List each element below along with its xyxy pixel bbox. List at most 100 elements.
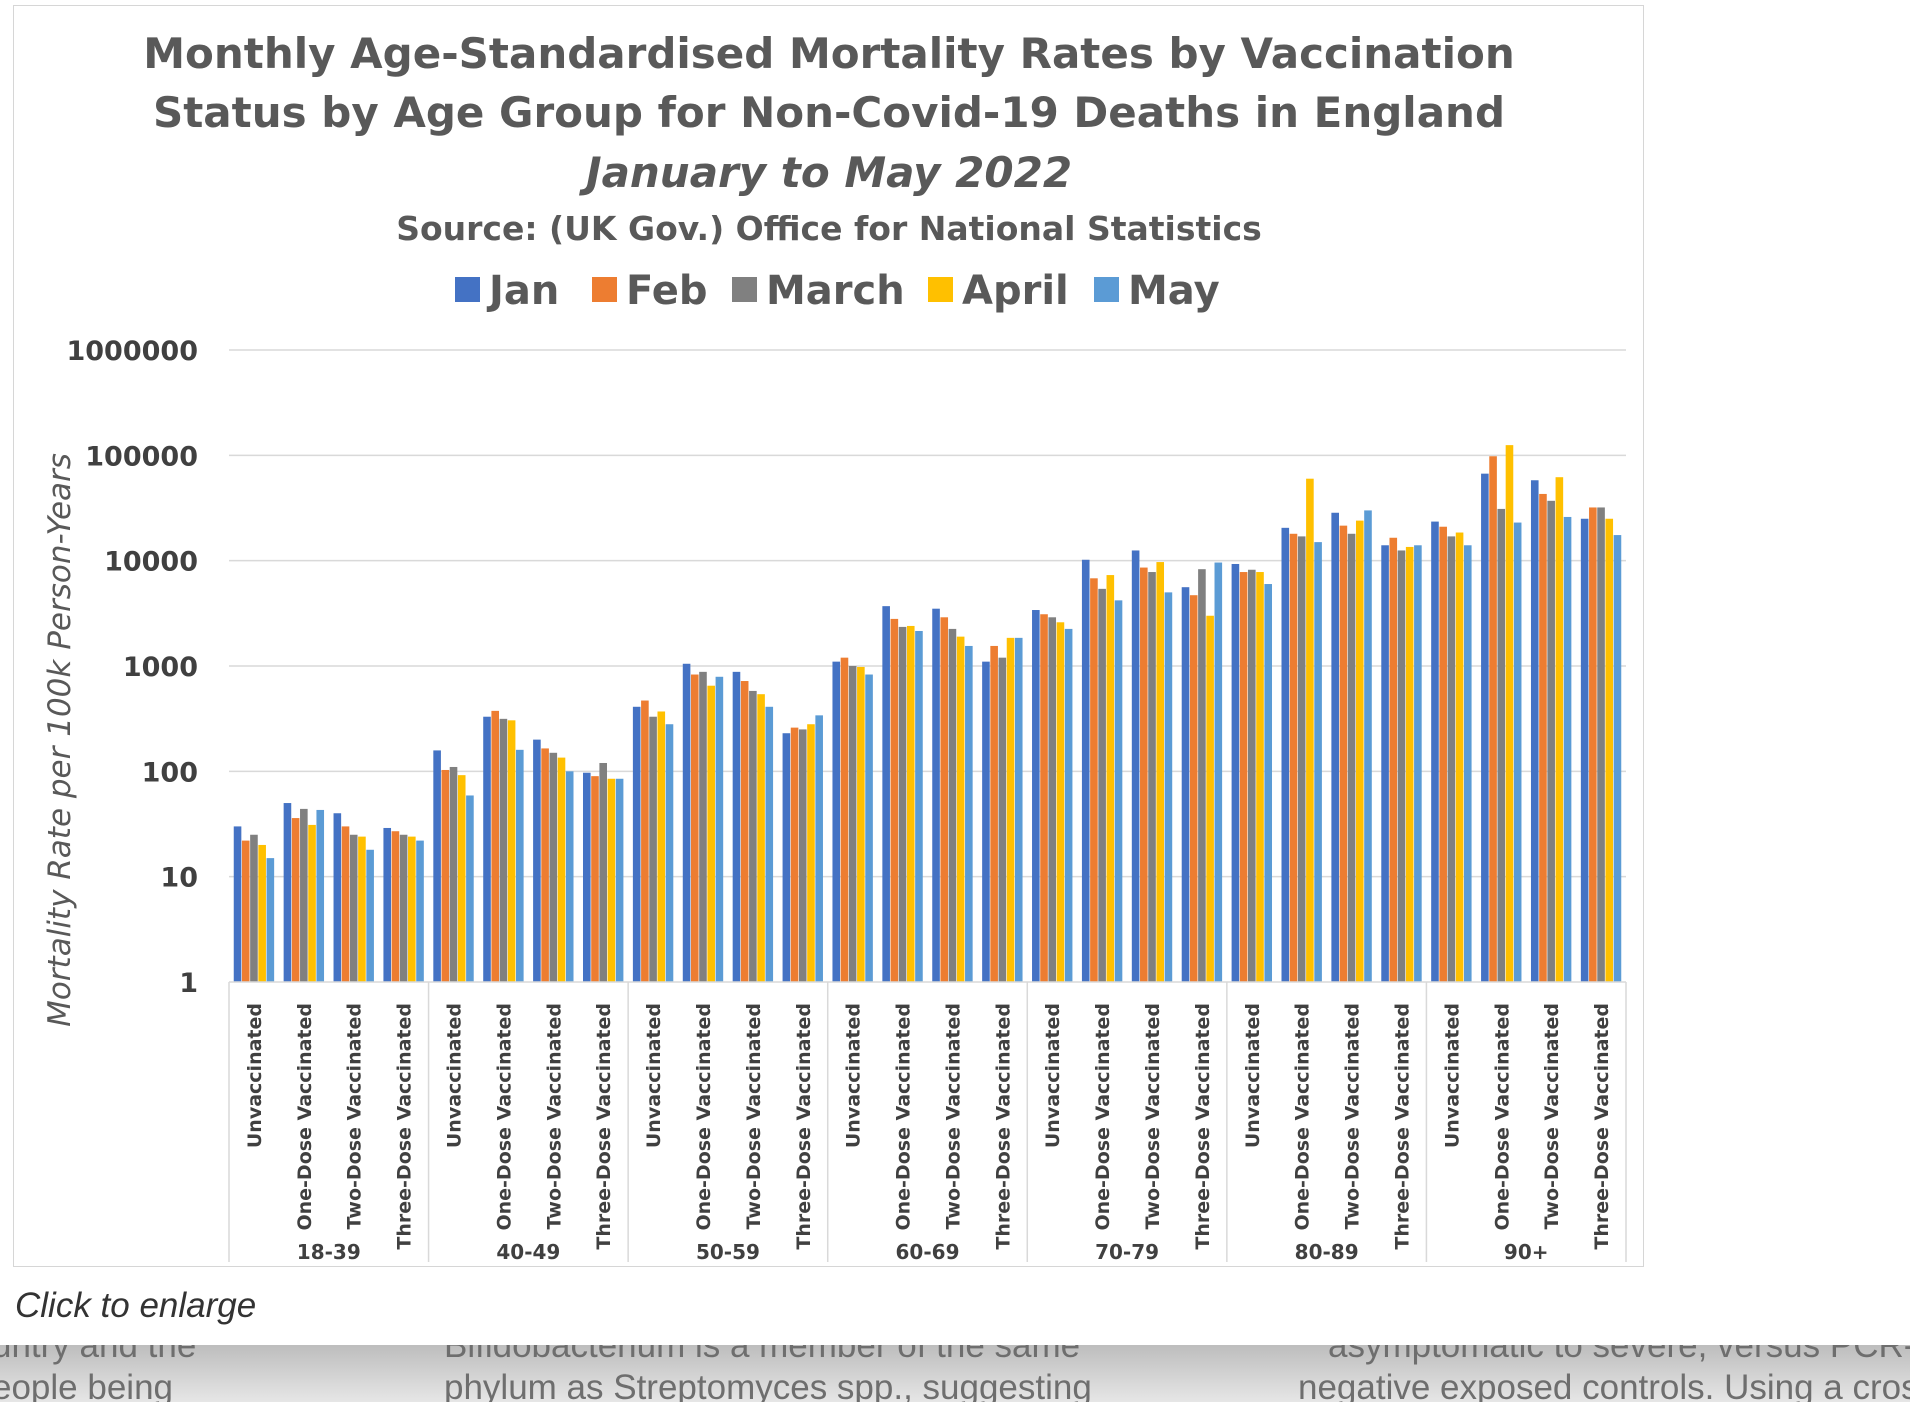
bar-70-79-1-march	[1098, 588, 1106, 982]
bar-40-49-3-march	[599, 762, 607, 982]
bar-18-39-0-may	[266, 858, 275, 982]
legend-swatch-may	[1094, 277, 1119, 302]
legend-swatch-jan	[455, 277, 480, 302]
x-category-label: Two-Dose Vaccinated	[942, 1003, 964, 1229]
bar-40-49-0-jan	[433, 750, 441, 982]
bar-60-69-0-may	[865, 674, 873, 982]
bar-40-49-3-may	[615, 778, 624, 982]
x-category-label: Three-Dose Vaccinated	[992, 1003, 1014, 1250]
bar-60-69-3-jan	[982, 661, 990, 982]
bar-90+-2-feb	[1539, 493, 1547, 982]
chart-frame[interactable]: Monthly Age-Standardised Mortality Rates…	[13, 5, 1644, 1267]
image-caption[interactable]: Click to enlarge	[15, 1286, 257, 1325]
x-category-label: Three-Dose Vaccinated	[394, 1003, 416, 1250]
bar-70-79-3-march	[1198, 569, 1206, 982]
bar-18-39-3-march	[399, 834, 408, 982]
x-category-label: One-Dose Vaccinated	[1292, 1003, 1314, 1231]
legend-label-march: March	[766, 268, 905, 314]
bar-50-59-1-jan	[682, 663, 691, 982]
x-category-label: Unvaccinated	[643, 1003, 665, 1148]
bar-80-89-0-april	[1256, 572, 1264, 982]
x-category-label: One-Dose Vaccinated	[693, 1003, 715, 1231]
bar-50-59-1-may	[715, 676, 724, 982]
bar-40-49-1-feb	[491, 710, 500, 982]
bar-80-89-1-feb	[1289, 533, 1298, 982]
bar-50-59-1-feb	[690, 674, 699, 982]
x-category-label: Unvaccinated	[444, 1003, 466, 1148]
bar-50-59-0-may	[665, 724, 674, 982]
bar-50-59-3-feb	[790, 727, 799, 982]
x-category-label: Three-Dose Vaccinated	[1391, 1003, 1413, 1250]
bar-90+-3-feb	[1589, 507, 1597, 982]
chart-title-line2: Status by Age Group for Non-Covid-19 Dea…	[153, 88, 1505, 137]
bar-80-89-1-april	[1306, 478, 1314, 982]
bar-18-39-0-march	[250, 834, 258, 982]
x-group-label: 90+	[1504, 1240, 1549, 1264]
legend-label-jan: Jan	[486, 268, 559, 314]
bar-70-79-3-may	[1214, 562, 1223, 982]
y-tick-label: 1000	[123, 652, 198, 683]
legend-label-feb: Feb	[626, 268, 707, 314]
bar-18-39-1-april	[308, 824, 316, 982]
bar-90+-1-may	[1513, 522, 1522, 982]
chart-svg: Monthly Age-Standardised Mortality Rates…	[42, 29, 1627, 1264]
chart-y-ticks: 1 10 100 1000 10000 100000 1000000	[66, 336, 198, 999]
bar-80-89-2-april	[1355, 520, 1364, 982]
bar-80-89-2-jan	[1331, 512, 1339, 982]
bar-70-79-1-may	[1114, 600, 1123, 982]
bar-60-69-2-march	[948, 628, 957, 982]
x-category-label: One-Dose Vaccinated	[1491, 1003, 1513, 1231]
bar-60-69-3-may	[1014, 637, 1023, 982]
article-col2-line2: phylum as Streptomyces spp., suggesting	[444, 1368, 1092, 1402]
bar-80-89-3-feb	[1389, 537, 1398, 982]
x-category-label: Two-Dose Vaccinated	[1541, 1003, 1563, 1229]
x-category-label: Unvaccinated	[1441, 1003, 1463, 1148]
bar-90+-2-march	[1547, 500, 1555, 982]
bar-60-69-2-april	[956, 636, 965, 982]
bar-40-49-2-feb	[541, 748, 549, 982]
x-category-label: Three-Dose Vaccinated	[1591, 1003, 1613, 1250]
bar-40-49-3-april	[607, 778, 616, 982]
bar-50-59-0-jan	[632, 706, 641, 982]
bar-60-69-3-march	[998, 657, 1007, 982]
bar-18-39-2-april	[358, 836, 366, 982]
x-category-label: One-Dose Vaccinated	[294, 1003, 316, 1231]
x-category-label: One-Dose Vaccinated	[1092, 1003, 1114, 1231]
bar-70-79-1-jan	[1081, 559, 1090, 982]
bar-60-69-1-april	[906, 625, 915, 982]
bar-18-39-2-feb	[341, 826, 350, 982]
chart-title-line1: Monthly Age-Standardised Mortality Rates…	[143, 29, 1515, 78]
article-col3-line1: asymptomatic to severe, versus PCR-	[1328, 1345, 1910, 1365]
bar-60-69-0-feb	[840, 657, 849, 982]
chart-source: Source: (UK Gov.) Office for National St…	[396, 209, 1262, 248]
bar-40-49-1-march	[499, 718, 508, 982]
bar-18-39-0-april	[258, 844, 266, 982]
bar-70-79-0-may	[1064, 628, 1073, 982]
bar-40-49-0-march	[449, 766, 458, 982]
bar-40-49-3-jan	[582, 772, 591, 982]
x-category-label: Two-Dose Vaccinated	[743, 1003, 765, 1229]
bar-60-69-1-march	[898, 626, 907, 982]
bar-70-79-3-feb	[1189, 595, 1198, 982]
bar-90+-2-april	[1555, 477, 1564, 982]
x-category-label: Two-Dose Vaccinated	[1342, 1003, 1364, 1229]
bar-60-69-1-may	[915, 630, 923, 982]
bar-50-59-1-march	[699, 671, 707, 982]
bar-90+-2-may	[1563, 516, 1572, 982]
bar-90+-3-may	[1613, 535, 1622, 982]
bar-18-39-2-march	[349, 834, 358, 982]
bar-40-49-2-jan	[533, 739, 541, 982]
bar-80-89-3-may	[1414, 545, 1422, 982]
legend-swatch-march	[732, 277, 757, 302]
bar-70-79-1-feb	[1090, 578, 1098, 982]
x-category-label: Unvaccinated	[843, 1003, 865, 1148]
bar-60-69-2-jan	[932, 608, 940, 982]
x-group-label: 18-39	[297, 1240, 361, 1264]
bar-70-79-0-feb	[1040, 614, 1048, 982]
bar-60-69-0-april	[857, 666, 865, 982]
bar-90+-0-march	[1447, 536, 1456, 982]
bar-18-39-3-april	[408, 836, 416, 982]
bar-70-79-0-jan	[1032, 610, 1040, 982]
bar-90+-0-feb	[1439, 526, 1447, 982]
bar-18-39-3-feb	[391, 831, 400, 982]
